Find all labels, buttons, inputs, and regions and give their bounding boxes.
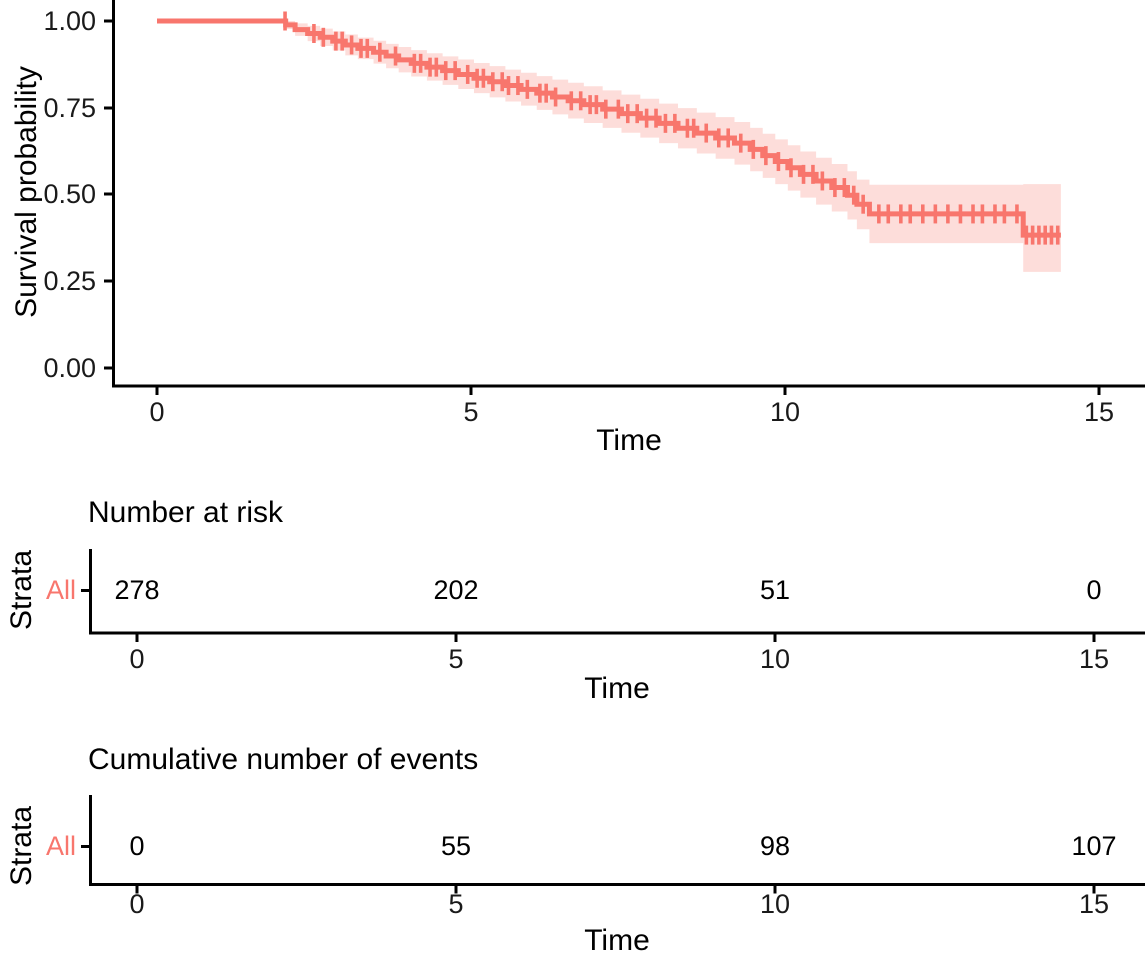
events-x-tick-marks [135,886,1096,894]
events-count: 55 [440,831,472,861]
events-x-tick-label: 5 [448,889,464,919]
risk-count: 51 [759,575,791,605]
events-count: 107 [1071,831,1117,861]
main-y-tick-label: 0.25 [43,266,96,296]
main-x-tick-label: 0 [149,397,165,427]
events-x-tick-label: 10 [759,889,791,919]
main-axes [104,0,1145,395]
main-y-tick-label: 0.75 [43,93,96,123]
risk-x-tick-label: 0 [129,644,145,674]
risk-x-tick-label: 10 [759,644,791,674]
events-x-tick-label: 15 [1078,889,1110,919]
main-x-tick-label: 15 [1083,397,1115,427]
risk-count: 278 [114,575,160,605]
main-y-tick-label: 0.00 [43,353,96,383]
events-count: 0 [129,831,145,861]
risk-x-tick-label: 5 [448,644,464,674]
main-y-tick-marks [104,19,112,370]
events-table-title: Cumulative number of events [88,743,479,776]
km-curve-layer [157,11,1061,272]
events-x-axis-title: Time [584,924,650,957]
risk-x-tick-marks [135,634,1096,642]
risk-count: 0 [1086,575,1102,605]
events-strata-row-label: All [45,831,76,861]
events-count: 98 [759,831,791,861]
km-survival-line [157,18,1061,238]
events-axes [81,795,1145,894]
risk-table-title: Number at risk [88,496,284,529]
censor-marks [283,11,1060,245]
risk-strata-row-label: All [45,575,76,605]
main-x-axis-title: Time [596,424,662,457]
main-x-tick-label: 5 [463,397,479,427]
risk-x-axis-title: Time [584,672,650,705]
main-y-tick-label: 1.00 [43,6,96,36]
main-x-tick-marks [155,387,1101,395]
events-x-tick-label: 0 [129,889,145,919]
risk-axes [81,549,1145,642]
risk-count: 202 [433,575,479,605]
main-x-tick-label: 10 [769,397,801,427]
risk-x-tick-label: 15 [1078,644,1110,674]
main-y-tick-label: 0.50 [43,179,96,209]
